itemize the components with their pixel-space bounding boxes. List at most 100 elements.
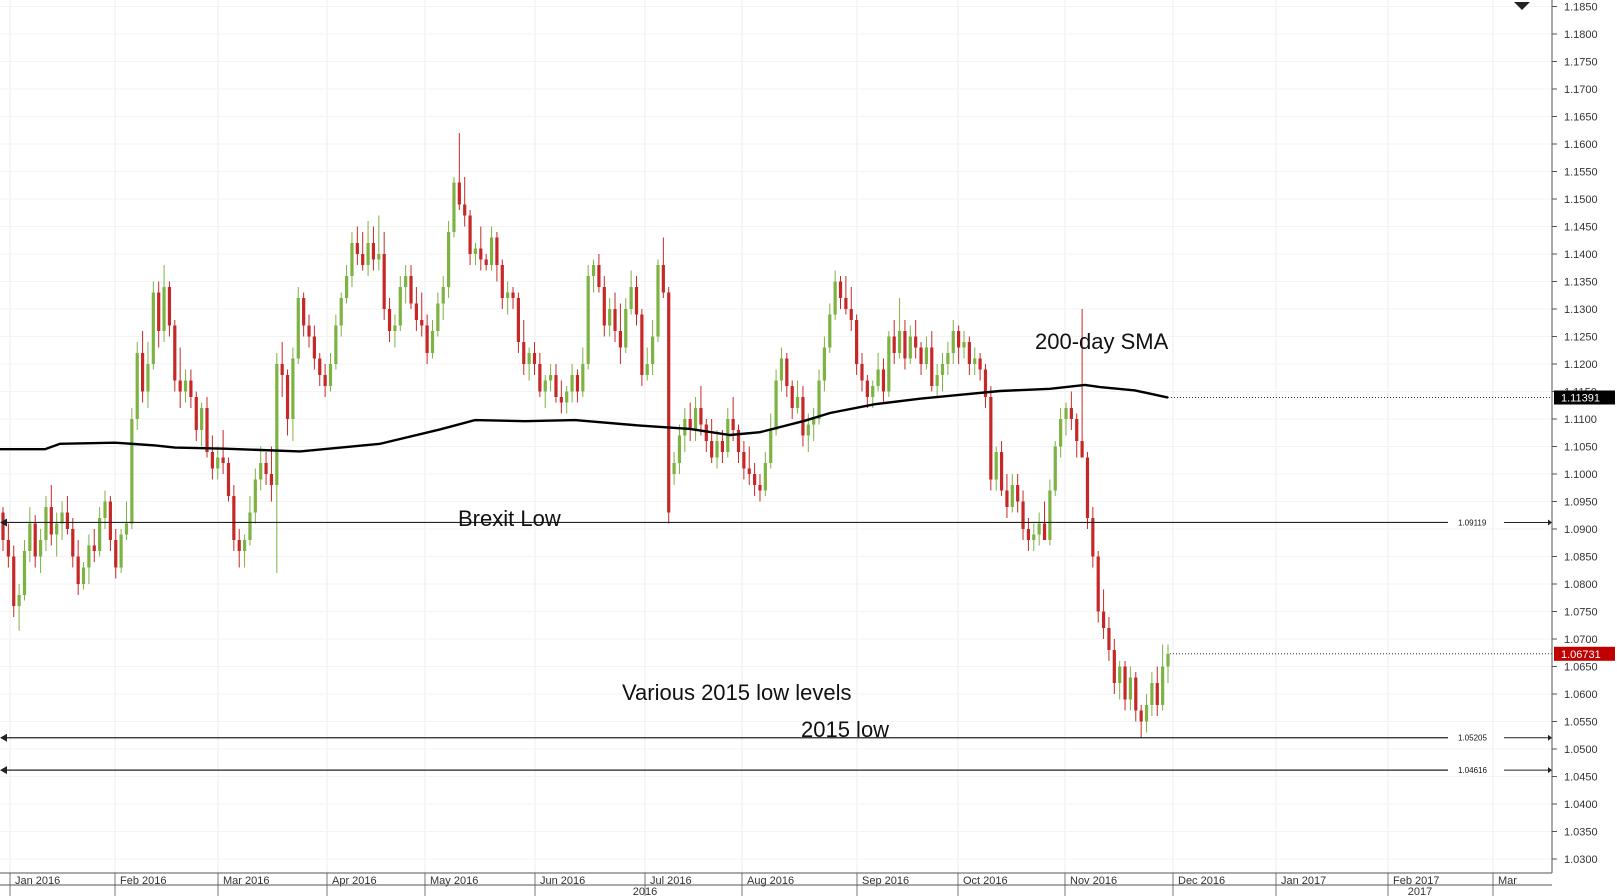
candle-body xyxy=(377,254,381,260)
candle xyxy=(328,353,333,392)
candle xyxy=(801,386,805,447)
candle-body xyxy=(162,287,166,331)
candle-body xyxy=(1128,677,1133,700)
candle-body xyxy=(1005,490,1009,507)
candle-body xyxy=(200,408,204,430)
candle-body xyxy=(71,529,75,557)
candle xyxy=(549,364,553,392)
candle xyxy=(1150,672,1154,716)
candle-body xyxy=(753,474,757,485)
candle-body xyxy=(645,364,649,375)
candle-body xyxy=(522,342,526,364)
candle xyxy=(522,320,526,375)
candle xyxy=(1010,474,1014,513)
candle-body xyxy=(344,276,349,298)
candle-body xyxy=(1085,457,1090,518)
candle-body xyxy=(1010,485,1014,507)
candle-body xyxy=(146,364,150,392)
candle xyxy=(753,463,757,496)
candle-body xyxy=(586,276,590,364)
candle xyxy=(1064,402,1068,436)
x-month-label: Feb 2017 xyxy=(1393,875,1439,887)
candle-body xyxy=(323,375,327,386)
candle xyxy=(479,226,483,271)
candle-body xyxy=(849,309,853,320)
candle-body xyxy=(248,512,252,540)
candle xyxy=(849,287,853,331)
candle-body xyxy=(1101,611,1106,628)
candle-body xyxy=(108,501,112,540)
candle-body xyxy=(221,457,225,463)
candle-body xyxy=(1080,441,1084,458)
sma-annotation: 200-day SMA xyxy=(1035,329,1169,354)
candle-body xyxy=(930,347,934,386)
y-tick-label: 1.1350 xyxy=(1564,277,1598,289)
candle xyxy=(967,336,971,375)
candle xyxy=(253,468,257,524)
candle xyxy=(634,276,639,326)
level-pointer-icon xyxy=(1548,519,1552,526)
candle xyxy=(930,331,934,392)
candle xyxy=(624,298,628,353)
x-month-label: Jan 2017 xyxy=(1281,875,1326,887)
candle xyxy=(1059,408,1063,458)
candle xyxy=(779,347,784,392)
candle-body xyxy=(468,215,472,254)
level-pointer-icon xyxy=(1548,734,1552,741)
candle xyxy=(1091,507,1095,568)
candle-body xyxy=(275,364,279,485)
candle-body xyxy=(398,287,402,326)
candle xyxy=(543,375,547,408)
brexit-low-annotation: Brexit Low xyxy=(458,506,561,531)
candle xyxy=(608,298,612,337)
candle-body xyxy=(940,364,945,375)
candle xyxy=(436,292,440,337)
y-tick-label: 1.1100 xyxy=(1564,414,1597,426)
candle-body xyxy=(871,386,875,397)
candle-body xyxy=(973,358,977,364)
candle xyxy=(87,534,91,584)
candle-body xyxy=(420,320,424,326)
candle-body xyxy=(640,314,644,375)
candle-body xyxy=(183,380,188,392)
candle-body xyxy=(49,507,53,535)
candle xyxy=(1139,705,1143,738)
candle-body xyxy=(833,281,837,315)
candle xyxy=(361,232,365,271)
candle xyxy=(339,292,343,337)
candle-body xyxy=(790,386,794,408)
y-tick-label: 1.1850 xyxy=(1564,2,1598,14)
candle xyxy=(570,364,574,403)
candle-body xyxy=(457,182,461,205)
candle-body xyxy=(554,375,558,397)
candle xyxy=(1144,694,1149,733)
candle-body xyxy=(387,309,392,331)
candle-body xyxy=(339,298,343,326)
candle-body xyxy=(205,408,209,452)
collapse-arrow-icon[interactable] xyxy=(1514,2,1530,10)
candle xyxy=(446,221,451,298)
candle-body xyxy=(328,364,333,386)
candle xyxy=(629,270,633,315)
y-tick-label: 1.0850 xyxy=(1564,552,1598,564)
candle xyxy=(216,446,220,480)
candle-body xyxy=(114,540,118,568)
candle xyxy=(404,265,408,304)
candle-body xyxy=(65,512,70,529)
candle xyxy=(55,512,59,557)
x-month-label: Jun 2016 xyxy=(540,875,585,887)
candle-body xyxy=(178,380,182,392)
candle xyxy=(285,369,290,436)
candle xyxy=(473,243,478,265)
candle xyxy=(860,353,864,392)
candle xyxy=(1080,309,1084,458)
candle xyxy=(887,331,891,397)
annotations: 200-day SMA Brexit Low Various 2015 low … xyxy=(458,329,1169,742)
candle-body xyxy=(409,276,413,304)
candle-body xyxy=(393,325,397,331)
candle xyxy=(6,523,10,568)
candle xyxy=(1134,672,1138,722)
candle-body xyxy=(1042,523,1047,540)
